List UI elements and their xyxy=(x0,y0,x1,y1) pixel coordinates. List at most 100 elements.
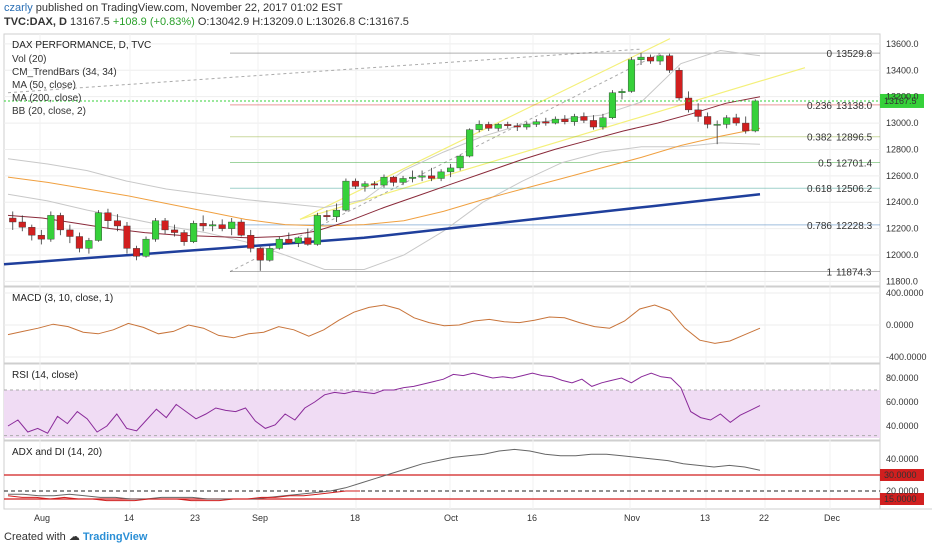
candle-down xyxy=(237,221,245,236)
candle-down xyxy=(561,118,569,122)
candle-down xyxy=(18,221,26,228)
ohlc-close: C:13167.5 xyxy=(358,16,409,28)
publish-line: czarly published on TradingView.com, Nov… xyxy=(4,2,343,14)
candle-up xyxy=(437,171,445,179)
legend-item-vol: Vol (20) xyxy=(12,54,46,65)
candle-up xyxy=(313,215,321,245)
fib-price-label: 12228.3 xyxy=(836,221,873,232)
tradingview-logo-icon: ☁ xyxy=(68,531,80,543)
legend-item-ma50: MA (50, close) xyxy=(12,80,76,91)
rsi-tick-label: 40.0000 xyxy=(886,421,919,431)
fib-level-label: 1 xyxy=(826,268,832,279)
candle-down xyxy=(504,124,512,126)
macd-tick-label: 400.0000 xyxy=(886,288,924,298)
time-tick-label: Sep xyxy=(252,513,268,523)
candle-up xyxy=(142,238,150,257)
channel-upper-line xyxy=(299,38,671,220)
candle-up xyxy=(494,124,502,129)
candle-down xyxy=(485,124,493,129)
legend-item-ma200: MA (200, close) xyxy=(12,93,81,104)
candle-up xyxy=(447,167,455,173)
time-tick-label: Aug xyxy=(34,513,50,523)
candle-down xyxy=(694,109,702,117)
price-plot[interactable]: 0 13529.8 0.236 13138.0 0.382 12896.5 0.5 12701… xyxy=(3,38,924,279)
symbol-line: TVC:DAX, D 13167.5 +108.9 (+0.83%) O:130… xyxy=(4,16,409,28)
candle-up xyxy=(209,224,217,227)
candle-up xyxy=(551,118,559,124)
candle-down xyxy=(199,223,207,227)
candle-up xyxy=(637,56,645,60)
candle-up xyxy=(399,178,407,183)
fib-price-label: 11874.3 xyxy=(836,268,872,279)
candle-up xyxy=(418,175,426,178)
candle-up xyxy=(94,212,102,241)
legend-title: DAX PERFORMANCE, D, TVC xyxy=(12,40,151,51)
fib-dashed-diagonal xyxy=(229,52,661,273)
tradingview-brand[interactable]: TradingView xyxy=(82,531,148,543)
candle-up xyxy=(361,183,369,187)
macd-plot[interactable] xyxy=(7,304,761,344)
author-link[interactable]: czarly xyxy=(4,2,33,14)
candle-down xyxy=(304,237,312,245)
price-tick-label: 13400.0 xyxy=(886,65,919,75)
candle-down xyxy=(580,116,588,121)
macd-tick-label: -400.0000 xyxy=(886,352,927,362)
macd-tick-label: 0.0000 xyxy=(886,320,914,330)
price-tick-label: 12400.0 xyxy=(886,197,919,207)
candle-down xyxy=(513,125,521,128)
change-value: +108.9 (+0.83%) xyxy=(112,16,195,28)
candle-down xyxy=(56,215,64,231)
candle-up xyxy=(85,240,93,249)
adx-reference-tag xyxy=(880,469,924,481)
candle-down xyxy=(123,225,131,249)
adx-tick-label: 40.0000 xyxy=(886,454,919,464)
axis-labels: 11800.0 12000.0 12200.0 12400.0 12600.0 12800… xyxy=(34,39,927,523)
candle-down xyxy=(704,116,712,125)
price-tick-label: 12000.0 xyxy=(886,250,919,260)
rsi-plot[interactable] xyxy=(4,372,880,438)
candle-down xyxy=(742,122,750,132)
candle-up xyxy=(723,117,731,125)
time-tick-label: Nov xyxy=(624,513,641,523)
candle-down xyxy=(218,224,226,229)
adx-plot[interactable]: 30.0000 15.0000 xyxy=(4,448,924,505)
adx-tick-label: 20.0000 xyxy=(886,486,919,496)
candle-down xyxy=(171,229,179,233)
chart-header: czarly published on TradingView.com, Nov… xyxy=(0,0,932,30)
candle-down xyxy=(589,120,597,128)
price-tick-label: 13600.0 xyxy=(886,39,919,49)
adx-reference-tag xyxy=(880,493,924,505)
candle-up xyxy=(656,55,664,62)
candle-down xyxy=(732,117,740,124)
ma50-line xyxy=(7,96,761,239)
last-price-tag-text: 13167.5 xyxy=(884,96,917,106)
candle-up xyxy=(152,220,160,240)
price-tick-label: 13200.0 xyxy=(886,92,919,102)
last-price: 13167.5 xyxy=(70,16,110,28)
adx-title: ADX and DI (14, 20) xyxy=(12,447,102,458)
ohlc-low: L:13026.8 xyxy=(306,16,356,28)
candle-up xyxy=(532,121,540,125)
bb-lower-line xyxy=(7,142,761,270)
candle-down xyxy=(370,183,379,186)
rsi-band xyxy=(4,390,880,438)
candle-up xyxy=(475,124,483,130)
macd-title: MACD (3, 10, close, 1) xyxy=(12,293,113,304)
time-tick-label: 22 xyxy=(759,513,769,523)
footer: Created with ☁ TradingView xyxy=(4,530,147,543)
candle-up xyxy=(190,223,198,242)
candle-down xyxy=(66,229,74,237)
candle-down xyxy=(113,220,122,227)
time-tick-label: 18 xyxy=(350,513,360,523)
candle-up xyxy=(713,124,721,126)
ma200-line xyxy=(3,193,761,266)
legend-item-bb: BB (20, close, 2) xyxy=(12,106,86,117)
fib-level-label: 0.5 xyxy=(818,158,832,169)
candle-down xyxy=(104,212,112,221)
created-with-text: Created with xyxy=(4,531,66,543)
candle-up xyxy=(570,116,578,122)
last-price-tag xyxy=(880,93,924,108)
time-tick-label: Dec xyxy=(824,513,841,523)
candle-down xyxy=(323,215,331,217)
